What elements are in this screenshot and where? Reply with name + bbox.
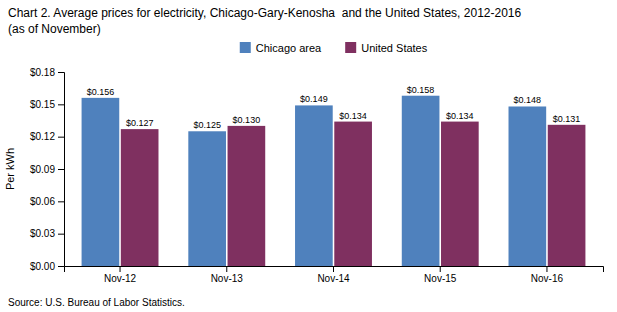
x-tick: Nov-13 xyxy=(211,266,244,284)
x-tick-mark xyxy=(546,266,547,272)
bars xyxy=(82,96,586,266)
legend-swatch xyxy=(345,42,356,53)
bar xyxy=(548,125,586,266)
data-label: $0.158 xyxy=(407,85,435,95)
chart: Chart 2. Average prices for electricity,… xyxy=(0,0,617,312)
x-tick-label: Nov-14 xyxy=(317,273,350,284)
y-tick: $0.09 xyxy=(30,164,64,175)
y-tick-label: $0.06 xyxy=(30,196,55,207)
annotation: Source: U.S. Bureau of Labor Statistics. xyxy=(8,297,185,308)
data-label: $0.125 xyxy=(193,120,221,130)
bar xyxy=(82,98,120,266)
data-label: $0.148 xyxy=(514,95,542,105)
x-tick-mark xyxy=(333,266,334,272)
x-tick-mark xyxy=(120,266,121,272)
y-tick: $0.12 xyxy=(30,131,64,142)
y-tick: $0.00 xyxy=(30,261,64,272)
data-label: $0.130 xyxy=(233,115,261,125)
y-tick-label: $0.15 xyxy=(30,99,55,110)
data-label: $0.131 xyxy=(553,114,581,124)
y-tick-mark xyxy=(58,72,64,73)
legend-swatch xyxy=(240,42,251,53)
legend-label: United States xyxy=(361,42,428,54)
y-tick-mark xyxy=(58,137,64,138)
y-tick-label: $0.00 xyxy=(30,261,55,272)
x-tick: Nov-15 xyxy=(424,266,457,284)
x-tick-mark xyxy=(440,266,441,272)
y-tick-mark xyxy=(58,104,64,105)
bar xyxy=(188,131,226,266)
x-tick-mark xyxy=(226,266,227,272)
y-tick-mark xyxy=(58,234,64,235)
x-tick: Nov-12 xyxy=(104,266,137,284)
data-label: $0.149 xyxy=(300,94,328,104)
data-label: $0.156 xyxy=(87,87,115,97)
y-tick-mark xyxy=(58,201,64,202)
bar xyxy=(509,106,547,266)
data-label: $0.134 xyxy=(339,111,367,121)
bar xyxy=(121,129,159,266)
bar xyxy=(402,96,440,266)
legend: Chicago area United States xyxy=(240,42,428,54)
bar xyxy=(334,122,372,266)
y-tick-label: $0.18 xyxy=(30,67,55,78)
x-tick-label: Nov-16 xyxy=(531,273,564,284)
data-labels: $0.156 $0.125 $0.149 $0.158 $0.148 $0.127 $0.1… xyxy=(87,85,581,131)
x-tick-label: Nov-12 xyxy=(104,273,137,284)
title: Chart 2. Average prices for electricity,… xyxy=(8,6,521,20)
y-tick-label: $0.12 xyxy=(30,131,55,142)
x-tick: Nov-16 xyxy=(531,266,564,284)
y-axis-line xyxy=(58,73,65,267)
x-tick-label: Nov-13 xyxy=(211,273,244,284)
legend-label: Chicago area xyxy=(256,42,322,54)
x-tick: Nov-14 xyxy=(317,266,350,284)
plot: $0.00 $0.03 $0.06 $0.09 $0.12 $0.15 $0.18 Nov-1… xyxy=(30,67,604,284)
y-tick: $0.03 xyxy=(30,228,64,239)
x-axis: Nov-12 Nov-13 Nov-14 Nov-15 Nov-16 xyxy=(65,266,604,284)
bar xyxy=(441,122,479,266)
subtitle: (as of November) xyxy=(8,22,101,36)
data-label: $0.134 xyxy=(446,111,474,121)
y-tick-mark xyxy=(58,169,64,170)
bar xyxy=(228,126,266,266)
y-axis: $0.00 $0.03 $0.06 $0.09 $0.12 $0.15 $0.18 xyxy=(30,67,65,272)
y-tick: $0.15 xyxy=(30,99,64,110)
x-axis-line xyxy=(65,267,604,273)
legend-item: United States xyxy=(345,42,428,54)
y-tick-mark xyxy=(58,266,64,267)
y-tick: $0.18 xyxy=(30,67,64,78)
y-tick-label: $0.03 xyxy=(30,228,55,239)
y-tick: $0.06 xyxy=(30,196,64,207)
y-tick-label: $0.09 xyxy=(30,164,55,175)
y-axis-label: Per kWh xyxy=(4,148,16,190)
data-label: $0.127 xyxy=(126,118,154,128)
x-tick-label: Nov-15 xyxy=(424,273,457,284)
bar xyxy=(295,105,333,266)
legend-item: Chicago area xyxy=(240,42,322,54)
